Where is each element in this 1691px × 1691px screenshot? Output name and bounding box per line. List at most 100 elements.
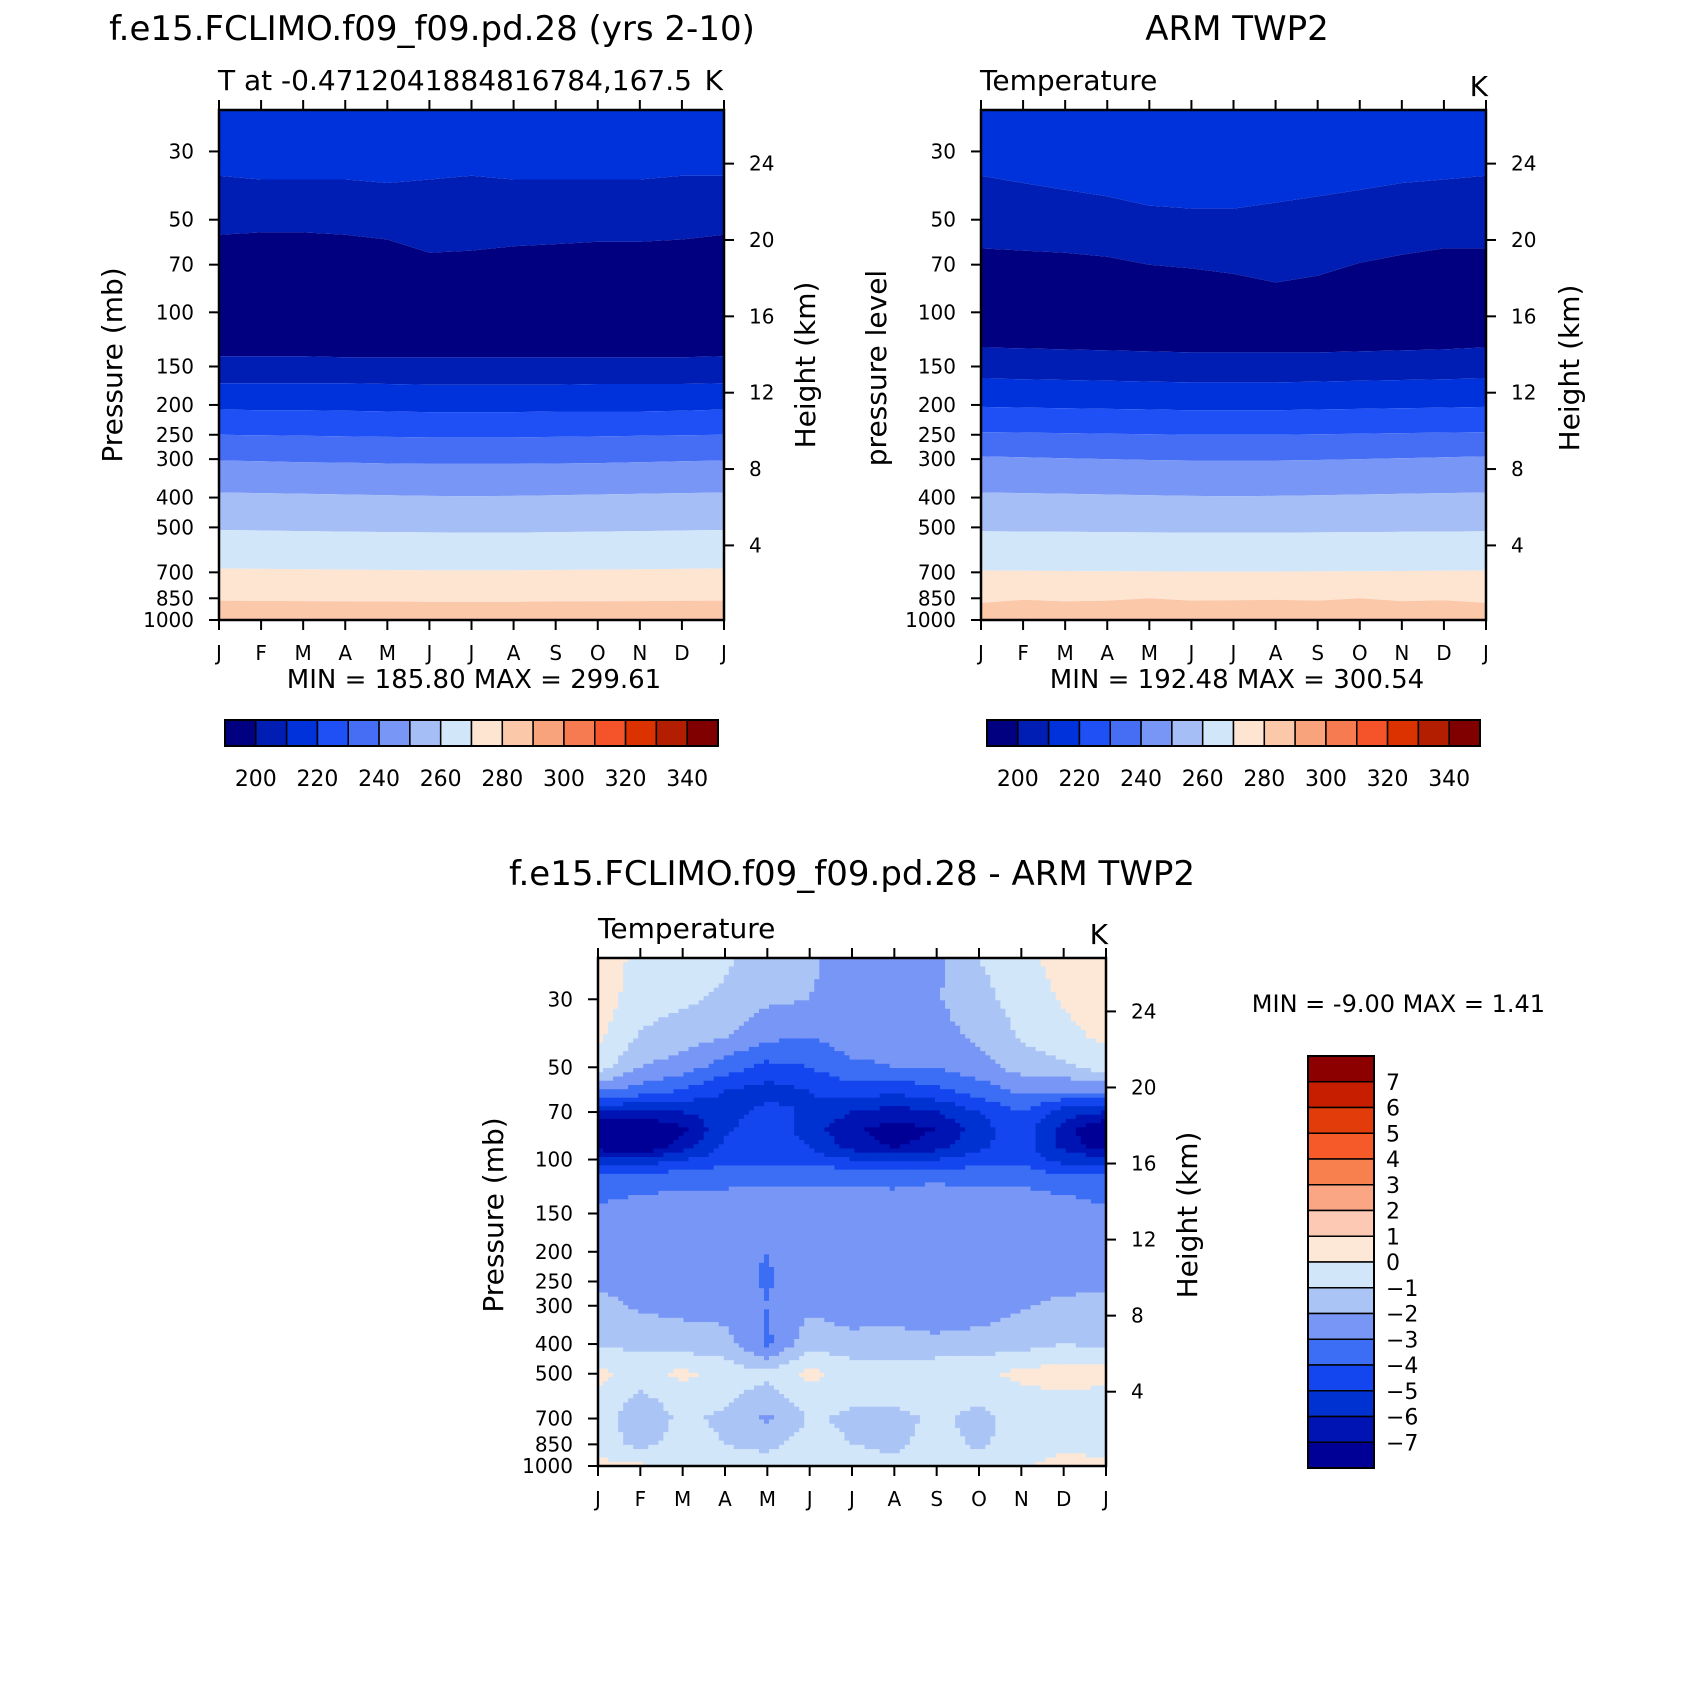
difference-cell — [894, 987, 901, 993]
difference-cell — [633, 966, 639, 972]
y-right-tick-label: 12 — [1511, 381, 1536, 405]
difference-cell — [879, 958, 886, 963]
difference-cell — [1050, 1093, 1057, 1099]
difference-cell — [1010, 1106, 1017, 1111]
difference-cell — [854, 1000, 861, 1006]
difference-cell — [774, 1008, 780, 1014]
difference-cell — [889, 1110, 896, 1116]
difference-cell — [914, 1085, 921, 1090]
difference-cell — [668, 983, 675, 989]
difference-cell — [1050, 1144, 1057, 1150]
difference-cell — [859, 1135, 866, 1141]
difference-cell — [733, 1144, 740, 1150]
difference-cell — [643, 1008, 649, 1014]
temperature-band — [219, 356, 724, 385]
difference-cell — [899, 1140, 906, 1145]
difference-cell — [738, 1135, 745, 1141]
difference-cell — [824, 1059, 830, 1065]
difference-cell — [995, 1021, 1001, 1027]
difference-cell — [985, 987, 991, 993]
difference-cell — [628, 1106, 634, 1111]
difference-cell — [1030, 1101, 1037, 1107]
difference-cell — [1025, 1034, 1032, 1040]
difference-cell — [899, 1051, 906, 1056]
difference-cell — [844, 979, 851, 984]
difference-cell — [799, 1000, 805, 1006]
difference-cell — [929, 1046, 936, 1052]
difference-cell — [668, 1000, 675, 1006]
difference-cell — [990, 1127, 996, 1133]
difference-cell — [940, 970, 946, 976]
difference-cell — [834, 1034, 841, 1040]
difference-cell — [884, 1000, 891, 1006]
difference-cell — [869, 1123, 876, 1128]
difference-cell — [1000, 1055, 1007, 1061]
difference-cell — [975, 1004, 981, 1010]
difference-cell — [929, 1076, 936, 1082]
difference-cell — [990, 1144, 996, 1150]
difference-cell — [1095, 1123, 1102, 1128]
difference-cell — [1070, 958, 1077, 963]
difference-cell — [738, 970, 745, 976]
difference-cell — [723, 1017, 730, 1023]
difference-cell — [763, 1034, 770, 1040]
difference-cell — [940, 1038, 946, 1044]
difference-cell — [809, 1106, 815, 1111]
difference-cell — [668, 1118, 675, 1124]
difference-cell — [784, 1148, 790, 1154]
difference-cell — [1085, 979, 1092, 984]
difference-cell — [975, 1101, 981, 1107]
difference-cell — [869, 991, 876, 997]
difference-cell — [824, 1021, 830, 1027]
difference-cell — [1005, 1055, 1012, 1061]
y-right-tick-label: 12 — [749, 381, 774, 405]
difference-cell — [899, 1042, 906, 1048]
difference-cell — [779, 996, 785, 1001]
difference-cell — [628, 1127, 634, 1133]
difference-cell — [945, 962, 951, 968]
difference-cell — [809, 1152, 815, 1158]
difference-cell — [814, 1089, 820, 1095]
difference-cell — [980, 979, 986, 984]
difference-cell — [723, 1097, 730, 1103]
difference-cell — [799, 1063, 805, 1069]
difference-cell — [718, 1004, 725, 1010]
difference-cell — [960, 991, 966, 997]
difference-cell — [1000, 1110, 1007, 1116]
difference-cell — [718, 1025, 725, 1031]
difference-cell — [618, 1093, 624, 1099]
difference-cell — [1030, 991, 1037, 997]
difference-cell — [834, 1051, 841, 1056]
difference-cell — [763, 1097, 770, 1103]
difference-cell — [703, 1017, 710, 1023]
difference-cell — [904, 1042, 911, 1048]
difference-cell — [874, 1021, 881, 1027]
difference-cell — [789, 1097, 795, 1103]
difference-cell — [955, 1140, 961, 1145]
difference-cell — [769, 1042, 775, 1048]
colorbar-label: 280 — [481, 767, 523, 792]
difference-cell — [924, 1118, 931, 1124]
difference-cell — [753, 1097, 760, 1103]
difference-cell — [748, 1101, 755, 1107]
difference-cell — [1070, 1152, 1077, 1158]
difference-cell — [633, 1089, 639, 1095]
difference-cell — [950, 1034, 956, 1040]
difference-cell — [779, 1000, 785, 1006]
difference-cell — [1085, 996, 1092, 1001]
colorbar-label: 300 — [1305, 767, 1347, 792]
difference-cell — [1065, 958, 1072, 963]
difference-cell — [980, 1000, 986, 1006]
difference-cell — [668, 1063, 675, 1069]
difference-cell — [723, 1127, 730, 1133]
difference-cell — [738, 1076, 745, 1082]
difference-cell — [874, 962, 881, 968]
difference-cell — [1040, 962, 1047, 968]
difference-cell — [940, 1131, 946, 1137]
difference-cell — [683, 1148, 690, 1154]
difference-cell — [990, 962, 996, 968]
difference-cell — [834, 1144, 841, 1150]
difference-cell — [824, 1017, 830, 1023]
difference-cell — [1000, 1106, 1007, 1111]
difference-cell — [980, 1025, 986, 1031]
